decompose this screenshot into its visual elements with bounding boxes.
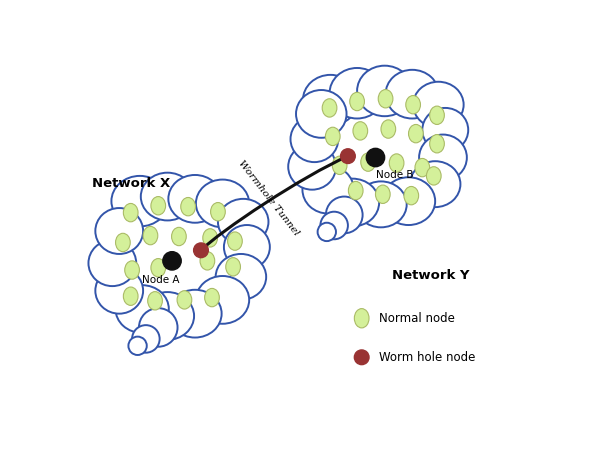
Ellipse shape — [151, 196, 165, 215]
Ellipse shape — [200, 252, 215, 270]
Circle shape — [341, 149, 355, 164]
Ellipse shape — [141, 173, 194, 220]
Ellipse shape — [288, 144, 336, 190]
Ellipse shape — [177, 291, 192, 309]
Circle shape — [354, 350, 369, 365]
Ellipse shape — [357, 66, 412, 116]
Circle shape — [132, 325, 160, 353]
Ellipse shape — [430, 106, 445, 124]
Ellipse shape — [322, 99, 337, 117]
Ellipse shape — [348, 182, 363, 200]
Ellipse shape — [296, 90, 346, 138]
Ellipse shape — [376, 185, 390, 203]
Ellipse shape — [290, 116, 338, 162]
Ellipse shape — [350, 92, 365, 111]
Ellipse shape — [353, 122, 368, 140]
Text: Wormhole Tunnel: Wormhole Tunnel — [236, 158, 301, 237]
Ellipse shape — [415, 158, 430, 177]
Ellipse shape — [330, 68, 384, 118]
Ellipse shape — [89, 240, 136, 286]
Circle shape — [326, 196, 363, 233]
Ellipse shape — [325, 127, 340, 146]
Circle shape — [367, 148, 384, 167]
Circle shape — [163, 252, 181, 270]
Ellipse shape — [116, 285, 169, 333]
Text: Node A: Node A — [142, 275, 180, 285]
Ellipse shape — [308, 89, 441, 208]
Ellipse shape — [406, 96, 421, 114]
Ellipse shape — [389, 154, 404, 172]
Ellipse shape — [361, 153, 376, 171]
Text: Normal node: Normal node — [379, 312, 455, 325]
Text: Worm hole node: Worm hole node — [379, 351, 475, 364]
Ellipse shape — [124, 203, 138, 222]
Ellipse shape — [148, 292, 162, 310]
Ellipse shape — [151, 259, 165, 277]
Ellipse shape — [210, 202, 225, 221]
Ellipse shape — [382, 177, 435, 225]
Circle shape — [194, 243, 208, 258]
Ellipse shape — [423, 108, 468, 152]
Ellipse shape — [205, 288, 220, 307]
Ellipse shape — [216, 254, 266, 300]
Ellipse shape — [386, 70, 439, 118]
Ellipse shape — [116, 233, 130, 252]
Circle shape — [129, 337, 147, 355]
Ellipse shape — [172, 227, 186, 246]
Ellipse shape — [408, 124, 423, 143]
Ellipse shape — [378, 90, 393, 108]
Ellipse shape — [224, 225, 270, 269]
Ellipse shape — [419, 134, 467, 181]
Ellipse shape — [169, 290, 221, 338]
Ellipse shape — [426, 167, 441, 185]
Ellipse shape — [110, 196, 243, 321]
Ellipse shape — [226, 258, 240, 276]
Ellipse shape — [381, 120, 395, 138]
Ellipse shape — [141, 292, 194, 340]
Ellipse shape — [111, 176, 169, 226]
Ellipse shape — [124, 287, 138, 305]
Circle shape — [320, 212, 348, 239]
Ellipse shape — [332, 156, 347, 175]
Ellipse shape — [410, 161, 461, 207]
Ellipse shape — [95, 268, 143, 314]
Ellipse shape — [228, 232, 242, 250]
Ellipse shape — [354, 309, 369, 328]
Ellipse shape — [125, 261, 140, 279]
Ellipse shape — [404, 187, 419, 205]
Ellipse shape — [326, 179, 379, 226]
Ellipse shape — [430, 134, 445, 153]
Circle shape — [317, 223, 336, 241]
Ellipse shape — [143, 226, 158, 245]
Text: Network Y: Network Y — [392, 269, 470, 282]
Ellipse shape — [196, 276, 249, 324]
Ellipse shape — [413, 82, 464, 128]
Ellipse shape — [95, 208, 143, 254]
Ellipse shape — [218, 199, 269, 245]
Text: Network X: Network X — [92, 177, 170, 190]
Ellipse shape — [169, 175, 221, 223]
Ellipse shape — [355, 182, 407, 227]
Ellipse shape — [196, 180, 249, 227]
Ellipse shape — [181, 197, 196, 216]
Circle shape — [139, 308, 178, 346]
Ellipse shape — [303, 75, 358, 125]
Ellipse shape — [303, 166, 354, 213]
Text: Node B: Node B — [376, 170, 413, 180]
Ellipse shape — [203, 229, 218, 247]
